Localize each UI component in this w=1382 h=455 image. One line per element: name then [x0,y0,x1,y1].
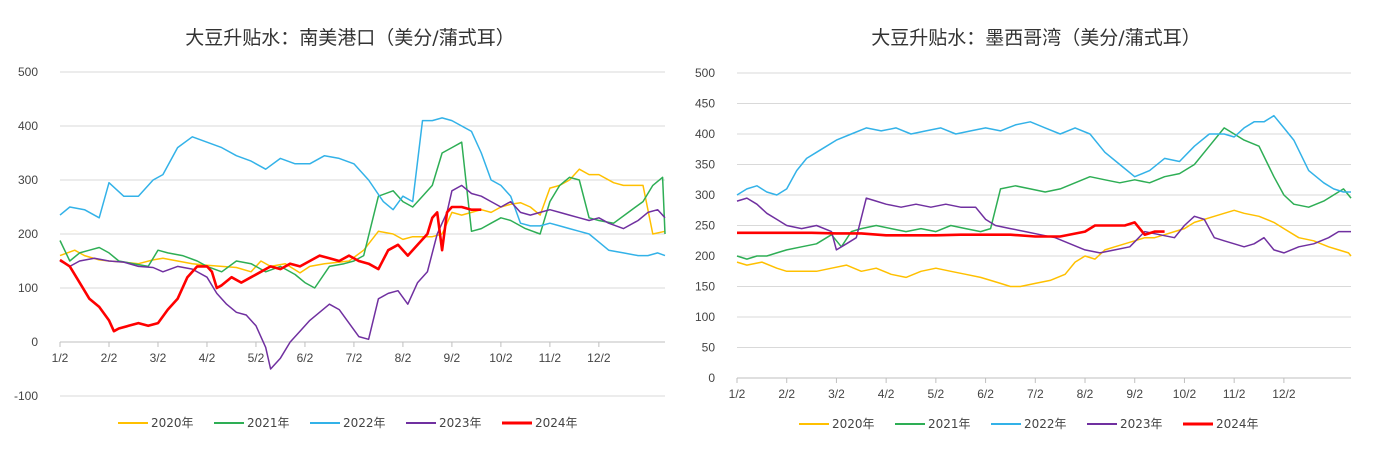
series-line-2021年 [59,141,666,289]
y-tick-label: 100 [18,281,38,295]
chart-title: 大豆升贴水：墨西哥湾（美分/蒲式耳） [871,27,1200,49]
y-tick-label: 100 [695,310,715,324]
legend-item: 2021年 [214,416,290,430]
series-line-2021年 [736,127,1352,260]
y-tick-label: 300 [18,173,38,187]
legend-item: 2022年 [991,417,1067,431]
series-line-2022年 [736,114,1351,196]
legend-label: 2020年 [151,416,194,430]
x-tick-label: 10/2 [489,351,513,365]
x-tick-label: 4/2 [878,387,895,401]
x-tick-label: 5/2 [928,387,945,401]
x-tick-label: 1/2 [729,387,746,401]
x-tick-label: 3/2 [150,351,167,365]
legend-label: 2023年 [1120,417,1163,431]
x-tick-label: 11/2 [539,351,562,365]
x-tick-label: 8/2 [1077,387,1094,401]
chart-gulf-of-mexico: 大豆升贴水：墨西哥湾（美分/蒲式耳） 500450400350300250200… [695,27,1352,431]
y-tick-label: 200 [695,249,715,263]
legend-label: 2023年 [439,416,482,430]
y-tick-label: 350 [695,158,715,172]
chart-title: 大豆升贴水：南美港口（美分/蒲式耳） [185,27,514,49]
legend-label: 2024年 [535,416,578,430]
y-tick-label: 300 [695,188,715,202]
chart-south-america-ports: 大豆升贴水：南美港口（美分/蒲式耳） 500 400 300 200 100 0 -100 1… [14,27,666,430]
y-tick-label: 250 [695,219,715,233]
series-line-2022年 [59,117,666,257]
legend-item: 2020年 [799,417,875,431]
x-tick-label: 1/2 [52,351,69,365]
x-tick-label: 9/2 [1126,387,1143,401]
legend-label: 2020年 [832,417,875,431]
y-tick-label: 500 [695,66,715,80]
legend-label: 2022年 [343,416,386,430]
y-tick-label: 400 [695,127,715,141]
legend-item: 2024年 [1183,417,1259,431]
x-tick-label: 6/2 [297,351,314,365]
legend-item: 2020年 [118,416,194,430]
x-tick-label: 7/2 [1027,387,1044,401]
y-tick-label: 0 [31,335,38,349]
legend-label: 2024年 [1216,417,1259,431]
legend-item: 2021年 [895,417,971,431]
legend-item: 2023年 [1087,417,1163,431]
series-line-2023年 [59,184,666,370]
x-tick-label: 2/2 [778,387,795,401]
x-tick-label: 9/2 [444,351,461,365]
y-tick-label: -100 [14,389,38,403]
x-tick-label: 4/2 [199,351,216,365]
y-tick-label: 200 [18,227,38,241]
y-tick-label: 400 [18,119,38,133]
legend-item: 2022年 [310,416,386,430]
x-tick-label: 10/2 [1173,387,1197,401]
x-tick-label: 3/2 [828,387,845,401]
series-line-2024年 [59,205,482,333]
x-tick-label: 6/2 [977,387,994,401]
series-line-2020年 [736,209,1352,288]
x-tick-label: 12/2 [1272,387,1296,401]
y-tick-label: 500 [18,65,38,79]
x-tick-label: 5/2 [248,351,265,365]
x-tick-label: 11/2 [1223,387,1246,401]
legend-label: 2021年 [928,417,971,431]
y-tick-label: 150 [695,280,715,294]
legend-label: 2021年 [247,416,290,430]
legend-item: 2023年 [406,416,482,430]
y-tick-label: 0 [708,371,715,385]
series-line-2023年 [736,197,1351,254]
legend-label: 2022年 [1024,417,1067,431]
x-tick-label: 2/2 [101,351,118,365]
series-line-2024年 [737,221,1165,238]
y-tick-label: 450 [695,97,715,111]
y-tick-label: 50 [702,341,716,355]
legend-item: 2024年 [502,416,578,430]
x-tick-label: 8/2 [395,351,412,365]
x-tick-label: 12/2 [587,351,611,365]
series-line-2020年 [59,168,666,274]
x-tick-label: 7/2 [346,351,363,365]
